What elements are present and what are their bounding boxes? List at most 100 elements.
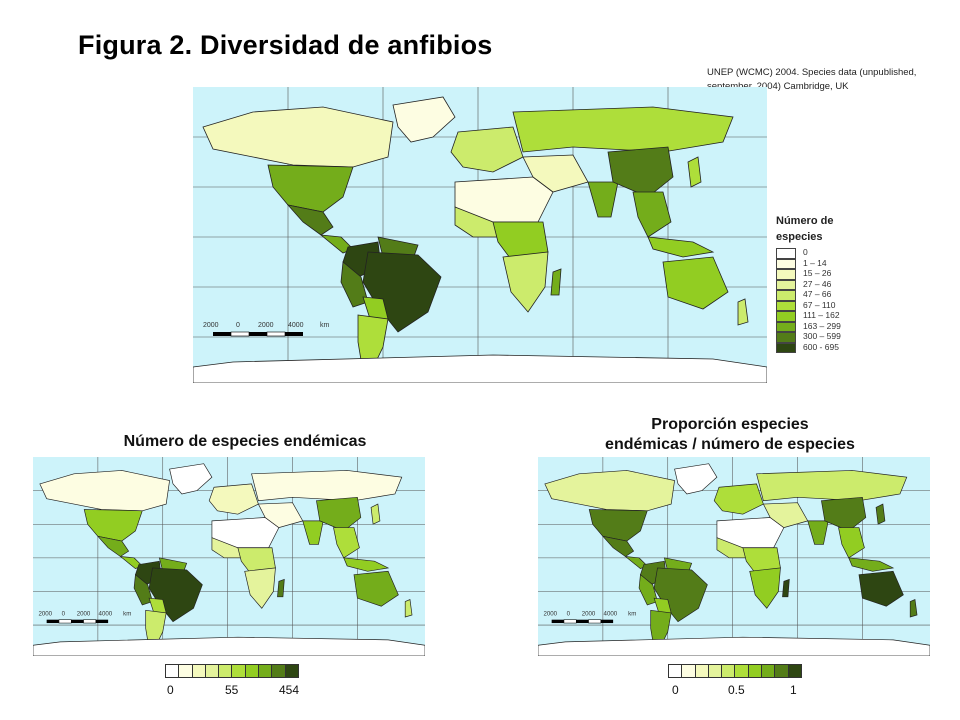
proportion-scale-bar: 2000 0 2000 4000 km — [543, 611, 636, 624]
endemic-ramp-label-1: 55 — [225, 683, 239, 697]
west-africa — [454, 206, 504, 238]
legend-swatch — [776, 290, 796, 301]
endemic-scale-label-2: 2000 — [77, 611, 91, 618]
ramp-swatch — [232, 665, 246, 677]
ramp-swatch — [788, 665, 801, 677]
endemic-ramp-label-2: 454 — [279, 683, 300, 697]
canada — [202, 106, 394, 168]
legend-title-line-2: especies — [776, 231, 823, 243]
legend-label: 111 – 162 — [803, 310, 840, 320]
endemic-scale-label-1: 0 — [62, 611, 66, 618]
legend-swatch — [776, 300, 796, 311]
endemic-scale-label-4: km — [123, 611, 131, 618]
endemic-scale-bar: 2000 0 2000 4000 km — [38, 611, 131, 624]
southern-africa — [502, 251, 549, 313]
australia — [662, 256, 729, 310]
legend-label: 1 – 14 — [803, 257, 827, 268]
legend-swatch — [776, 342, 796, 353]
proportion-title-line-1: Proporción especies — [651, 416, 809, 433]
ramp-swatch — [722, 665, 736, 677]
proportion-color-ramp — [668, 664, 802, 678]
antarctica — [193, 354, 767, 383]
legend-label: 0 — [803, 247, 808, 257]
russia — [512, 106, 734, 153]
main-map-graphic: 2000 0 2000 4000 km — [193, 87, 767, 383]
ramp-swatch — [219, 665, 233, 677]
legend-swatch — [776, 248, 796, 259]
ramp-swatch — [695, 665, 709, 677]
ramp-swatch — [775, 665, 789, 677]
legend-entry: 163 – 299 — [776, 321, 896, 332]
japan — [687, 156, 702, 188]
europe — [450, 126, 524, 173]
scale-label-0: 2000 — [203, 322, 219, 329]
endemic-species-map: 2000 0 2000 4000 km — [33, 457, 425, 656]
source-line-1: UNEP (WCMC) 2004. Species data (unpublis… — [707, 67, 917, 78]
proportion-ramp-label-0: 0 — [672, 683, 679, 697]
middle-east — [522, 154, 589, 193]
main-species-map: 2000 0 2000 4000 km — [193, 87, 767, 383]
legend-swatch — [776, 321, 796, 332]
landmasses — [193, 96, 767, 383]
legend-entry: 600 - 695 — [776, 341, 896, 353]
ramp-swatch — [669, 665, 683, 677]
figure-title: Figura 2. Diversidad de anfibios — [78, 30, 493, 60]
legend-entry: 15 – 26 — [776, 268, 896, 280]
proportion-scale-label-1: 0 — [567, 611, 571, 618]
greenland — [392, 96, 456, 143]
proportion-map-graphic: 2000 0 2000 4000 km — [538, 457, 930, 656]
legend-swatch — [776, 269, 796, 280]
endemic-scale-label-3: 4000 — [99, 611, 113, 618]
proportion-scale-label-4: km — [628, 611, 636, 618]
southeast-asia — [632, 191, 672, 238]
legend-swatch — [776, 311, 796, 322]
ramp-swatch — [259, 665, 273, 677]
ramp-swatch — [285, 665, 298, 677]
proportion-endemic-map: 2000 0 2000 4000 km — [538, 457, 930, 656]
ramp-swatch — [179, 665, 193, 677]
source-citation: UNEP (WCMC) 2004. Species data (unpublis… — [707, 66, 957, 94]
ramp-swatch — [166, 665, 180, 677]
ramp-swatch — [762, 665, 776, 677]
china — [607, 146, 674, 198]
legend-label: 300 – 599 — [803, 331, 841, 341]
usa — [267, 164, 354, 213]
ramp-swatch — [205, 665, 220, 677]
endemic-scale-label-0: 2000 — [38, 611, 52, 618]
madagascar — [550, 268, 562, 296]
endemic-ramp-label-0: 0 — [167, 683, 174, 697]
mexico — [286, 204, 334, 236]
legend-label: 600 - 695 — [803, 341, 839, 352]
indonesia — [647, 236, 715, 258]
legend-swatch — [776, 258, 796, 269]
endemic-color-ramp — [165, 664, 299, 678]
proportion-scale-label-3: 4000 — [604, 611, 618, 618]
new-zealand — [737, 298, 749, 326]
ramp-swatch — [748, 665, 763, 677]
ramp-swatch — [272, 665, 286, 677]
proportion-ramp-label-2: 1 — [790, 683, 797, 697]
ramp-swatch — [735, 665, 749, 677]
ramp-swatch — [192, 665, 206, 677]
legend-entry: 67 – 110 — [776, 299, 896, 311]
legend-swatch — [776, 279, 796, 290]
legend-title-line-1: Número de — [776, 215, 834, 227]
legend-entry: 27 – 46 — [776, 278, 896, 290]
legend-swatch — [776, 332, 796, 343]
ramp-swatch — [245, 665, 260, 677]
legend-label: 47 – 66 — [803, 289, 832, 299]
ramp-swatch — [708, 665, 723, 677]
legend-entry: 0 — [776, 247, 896, 259]
india — [587, 181, 619, 218]
proportion-scale-label-0: 2000 — [543, 611, 557, 618]
scale-bar: 2000 0 2000 4000 km — [203, 322, 330, 337]
legend-label: 15 – 26 — [803, 268, 832, 278]
proportion-scale-label-2: 2000 — [582, 611, 596, 618]
scale-label-1: 0 — [236, 322, 240, 329]
endemic-map-title: Número de especies endémicas — [123, 433, 367, 450]
proportion-title-line-2: endémicas / número de especies — [605, 436, 855, 453]
legend-label: 27 – 46 — [803, 278, 832, 289]
legend-label: 67 – 110 — [803, 299, 836, 310]
